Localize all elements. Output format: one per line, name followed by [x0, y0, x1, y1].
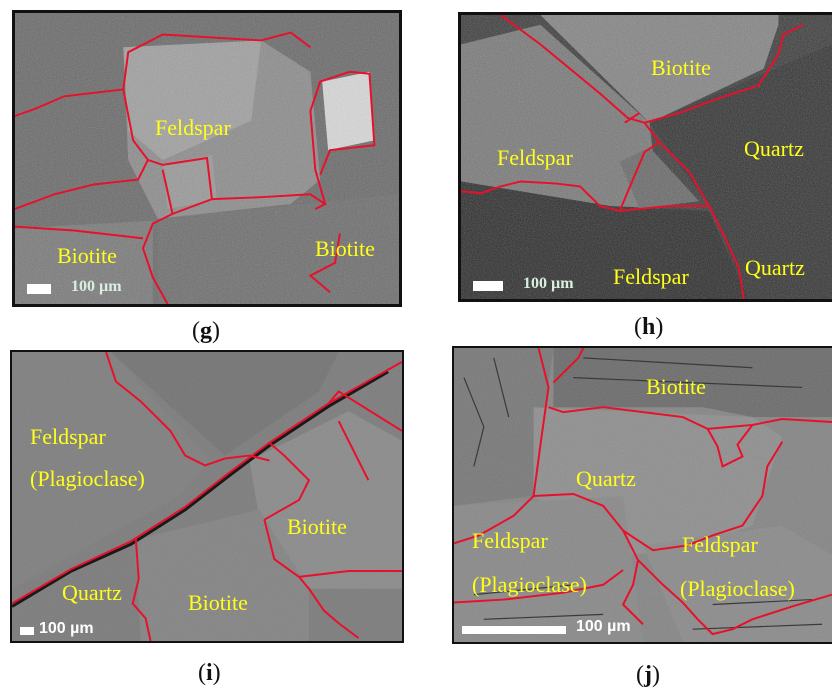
- micrograph-image-h: [461, 15, 832, 299]
- mineral-label-feldspar: Feldspar: [682, 532, 758, 557]
- micrograph-panel-i: Feldspar (Plagioclase) Biotite Quartz Bi…: [10, 350, 404, 643]
- mineral-label-plagioclase: (Plagioclase): [680, 576, 795, 601]
- mineral-label-biotite: Biotite: [57, 243, 117, 268]
- mineral-label-biotite: Biotite: [646, 374, 706, 399]
- micrograph-image-j: [454, 348, 832, 642]
- mineral-label-quartz: Quartz: [744, 136, 804, 161]
- mineral-label-biotite: Biotite: [287, 514, 347, 539]
- caption-close-paren: ): [212, 660, 221, 686]
- mineral-label-plagioclase: (Plagioclase): [472, 572, 587, 597]
- scale-bar: [462, 626, 566, 634]
- scale-label: 100 µm: [39, 620, 94, 637]
- caption-letter: h: [642, 314, 656, 340]
- mineral-label-biotite: Biotite: [315, 236, 375, 261]
- scale-label: 100 µm: [71, 278, 122, 295]
- micrograph-image-i: [12, 352, 402, 641]
- mineral-label-feldspar: Feldspar: [472, 528, 548, 553]
- mineral-label-plagioclase: (Plagioclase): [30, 466, 145, 491]
- mineral-label-quartz: Quartz: [576, 466, 636, 491]
- mineral-label-biotite: Biotite: [651, 55, 711, 80]
- scale-bar: [20, 627, 34, 635]
- micrograph-image-g: [15, 13, 399, 304]
- mineral-label-quartz: Quartz: [745, 255, 805, 280]
- panel-caption-i: (i): [198, 660, 221, 687]
- caption-letter: j: [644, 662, 652, 688]
- caption-close-paren: ): [655, 314, 664, 340]
- scale-bar: [473, 281, 503, 291]
- mineral-label-feldspar: Feldspar: [497, 145, 573, 170]
- caption-open-paren: (: [636, 662, 644, 688]
- caption-letter: g: [200, 318, 212, 344]
- micrograph-panel-h: Biotite Feldspar Quartz Feldspar Quartz …: [458, 12, 832, 302]
- mineral-label-biotite: Biotite: [188, 590, 248, 615]
- scale-label: 100 µm: [523, 275, 574, 292]
- mineral-label-feldspar: Feldspar: [155, 115, 231, 140]
- mineral-label-feldspar: Feldspar: [613, 264, 689, 289]
- caption-open-paren: (: [634, 314, 642, 340]
- scale-label: 100 µm: [576, 618, 631, 635]
- scale-bar: [27, 284, 51, 294]
- caption-open-paren: (: [192, 318, 200, 344]
- micrograph-panel-g: Feldspar Biotite Biotite 100 µm: [12, 10, 402, 307]
- caption-close-paren: ): [212, 318, 220, 344]
- caption-open-paren: (: [198, 660, 206, 686]
- caption-close-paren: ): [652, 662, 660, 688]
- panel-caption-g: (g): [192, 318, 220, 345]
- caption-letter: i: [206, 660, 213, 686]
- panel-caption-h: (h): [634, 314, 663, 341]
- micrograph-panel-j: Biotite Quartz Feldspar (Plagioclase) Fe…: [452, 346, 832, 644]
- mineral-label-quartz: Quartz: [62, 580, 122, 605]
- panel-caption-j: (j): [636, 662, 660, 689]
- mineral-label-feldspar: Feldspar: [30, 424, 106, 449]
